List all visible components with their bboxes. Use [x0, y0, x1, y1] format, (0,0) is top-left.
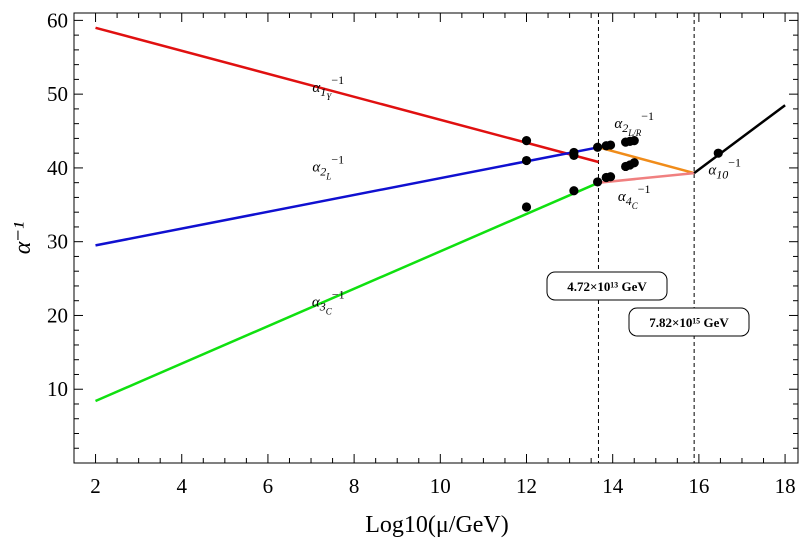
y-tick-label: 30 [47, 230, 68, 254]
curve-label-subsub: Y [326, 92, 332, 102]
curve-label-sup: −1 [331, 153, 344, 167]
scale-box-0 [546, 271, 668, 301]
curve-label-sub: 10 [716, 168, 728, 182]
data-points [521, 136, 723, 212]
data-point-10 [605, 140, 616, 150]
x-tick-label: 2 [90, 474, 101, 498]
curve-label-sub: 2 [320, 165, 326, 179]
curve-label-3: α2L/R −1 [614, 109, 654, 138]
curve-label-sup: −1 [728, 156, 741, 170]
curve-label-2: α3C −1 [312, 288, 345, 317]
x-tick-label: 12 [516, 474, 537, 498]
curve-label-subsub: L/R [627, 128, 642, 138]
curve-label-4: α4C −1 [618, 182, 651, 211]
series-line-5 [693, 104, 786, 175]
series-lines [95, 26, 786, 403]
x-tick-label: 16 [688, 474, 709, 498]
curve-label-sup: −1 [641, 109, 654, 123]
x-tick-label: 14 [602, 474, 624, 498]
data-point-17 [629, 158, 639, 168]
x-tick-label: 10 [430, 474, 451, 498]
series-line-2 [95, 181, 599, 403]
x-axis-title: Log10(μ/GeV) [365, 512, 509, 538]
vertical-marker-lines [597, 13, 695, 463]
curve-label-sub: 2 [622, 121, 628, 135]
data-point-7 [593, 177, 603, 187]
plot-frame [73, 12, 799, 464]
curve-label-base: α [312, 80, 321, 96]
x-tick-label: 6 [263, 474, 274, 498]
y-tick-label: 20 [47, 303, 68, 327]
curve-label-sub: 4 [626, 194, 632, 208]
data-point-11 [605, 172, 616, 182]
y-tick-label: 60 [47, 8, 68, 32]
data-point-4 [569, 150, 579, 160]
curve-label-subsub: L [325, 172, 331, 182]
curve-label-1: α2L−1 [312, 153, 344, 182]
data-point-5 [569, 186, 579, 196]
scale-box-label-1: 7.82×10¹⁵ GeV [649, 315, 729, 330]
y-axis-title: α⁻¹ [10, 222, 36, 254]
y-tick-label: 50 [47, 82, 68, 106]
y-tick-label: 10 [47, 377, 68, 401]
curve-label-subsub: C [326, 307, 333, 317]
data-point-18 [713, 148, 723, 158]
data-point-6 [593, 142, 603, 152]
curve-label-base: α [312, 160, 321, 176]
scale-box-label-0: 4.72×10¹³ GeV [567, 279, 647, 294]
curve-label-0: α1Y −1 [312, 73, 344, 102]
y-tick-label: 40 [47, 156, 68, 180]
curve-label-sup: −1 [332, 288, 345, 302]
data-point-2 [521, 202, 532, 212]
data-point-1 [521, 155, 532, 166]
series-line-1 [95, 146, 599, 247]
scale-box-1 [628, 307, 750, 337]
series-line-3 [598, 146, 695, 175]
curve-label-base: α [618, 189, 627, 205]
scale-annotations: 4.72×10¹³ GeV 7.82×10¹⁵ GeV [546, 271, 750, 337]
curve-label-sub: 3 [319, 300, 326, 314]
curve-label-5: α10−1 [708, 156, 741, 182]
curve-label-base: α [312, 295, 321, 311]
x-tick-label: 4 [176, 474, 187, 498]
series-line-0 [95, 26, 599, 164]
curve-label-base: α [708, 163, 717, 179]
curve-label-sub: 1 [320, 85, 326, 99]
series-line-4 [598, 171, 695, 184]
data-point-16 [629, 136, 639, 146]
data-point-0 [521, 136, 532, 146]
curve-label-subsub: C [632, 201, 639, 211]
curve-label-sup: −1 [331, 73, 344, 87]
x-tick-label: 18 [775, 474, 796, 498]
curve-label-sup: −1 [638, 182, 651, 196]
x-tick-label: 8 [349, 474, 360, 498]
curve-label-base: α [614, 116, 623, 132]
